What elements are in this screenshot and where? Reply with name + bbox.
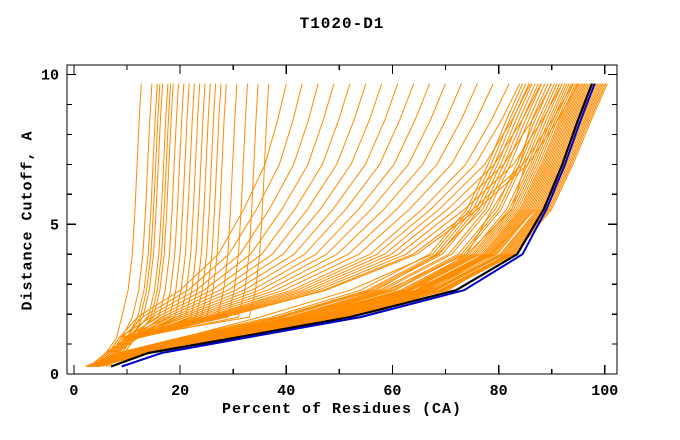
- curve-highlight-model-black: [110, 83, 594, 368]
- curve-predictions: [102, 83, 238, 367]
- curve-predictions: [94, 83, 222, 367]
- curve-predictions: [97, 83, 248, 367]
- x-tick-label: 80: [490, 383, 508, 400]
- x-tick-label: 20: [171, 383, 189, 400]
- curve-predictions: [89, 83, 142, 367]
- chart-title: T1020-D1: [299, 15, 385, 33]
- curve-predictions: [92, 83, 171, 367]
- curve-predictions: [100, 83, 270, 367]
- curve-predictions: [94, 83, 153, 367]
- plot-frame: [66, 64, 618, 375]
- y-axis-label: Distance Cutoff, A: [19, 130, 37, 311]
- x-tick-label: 40: [277, 383, 295, 400]
- x-tick-label: 60: [383, 383, 401, 400]
- x-tick-label: 100: [591, 383, 618, 400]
- curve-highlight-model-blue: [121, 83, 596, 368]
- y-tick-label: 5: [50, 217, 59, 234]
- x-tick-label: 0: [69, 383, 78, 400]
- curve-predictions: [92, 83, 568, 367]
- y-tick-label: 10: [41, 68, 59, 85]
- y-tick-label: 0: [50, 367, 59, 384]
- x-axis-label: Percent of Residues (CA): [221, 401, 463, 418]
- curve-predictions: [105, 83, 227, 367]
- curve-predictions: [108, 83, 259, 367]
